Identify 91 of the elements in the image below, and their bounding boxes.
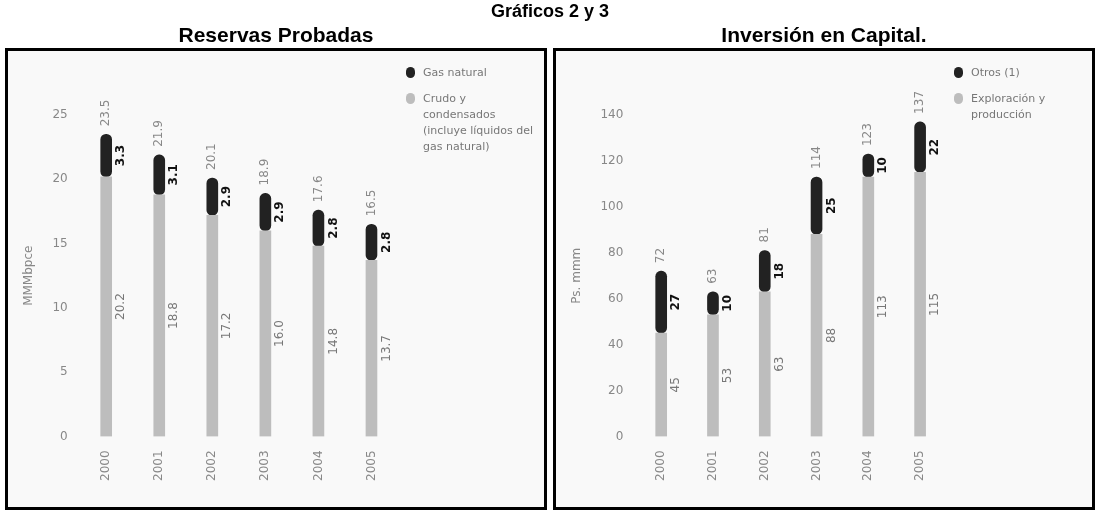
data-label: 10 (720, 294, 735, 312)
bar (810, 234, 823, 437)
data-label: 63 (771, 356, 786, 372)
total-label: 72 (653, 247, 668, 264)
bar (810, 176, 823, 235)
total-label: 81 (756, 227, 771, 243)
data-label: 10 (875, 157, 890, 174)
bar (365, 259, 378, 437)
data-label: 14.8 (325, 327, 340, 355)
y-tick-label: 40 (608, 336, 624, 351)
legend-label: Crudo y condensados (incluye líquidos del gas natural) (423, 91, 535, 155)
y-tick-label: 0 (60, 428, 68, 443)
data-label: 2.9 (219, 186, 234, 208)
data-label: 3.1 (166, 164, 181, 186)
data-label: 17.2 (219, 312, 234, 340)
y-tick-label: 100 (600, 198, 624, 213)
y-axis-title: MMMbpce (21, 245, 36, 306)
total-label: 137 (912, 90, 927, 114)
x-tick-label: 2002 (204, 450, 219, 482)
bar (655, 270, 668, 334)
x-tick-label: 2002 (756, 450, 771, 482)
data-label: 18.8 (166, 302, 181, 329)
text: Gráficos 2 y 3 (489, 0, 611, 22)
y-tick-label: 60 (608, 290, 624, 305)
bar (914, 172, 926, 437)
data-label: 113 (875, 295, 890, 319)
data-label: 18 (771, 262, 786, 280)
data-label: 2.8 (378, 231, 393, 253)
data-label: 25 (823, 197, 838, 215)
bar (707, 314, 719, 437)
data-label: 53 (720, 367, 735, 384)
x-tick-label: 2003 (257, 450, 272, 482)
bar (153, 194, 166, 437)
y-tick-label: 80 (608, 244, 624, 259)
y-tick-label: 140 (600, 107, 624, 122)
total-label: 16.5 (363, 189, 378, 217)
data-label: 13.7 (378, 335, 393, 362)
x-tick-label: 2005 (912, 450, 927, 482)
y-tick-label: 20 (608, 382, 624, 397)
bar (153, 154, 166, 196)
legend-label: Exploración y producción (971, 91, 1047, 123)
bar (914, 121, 926, 173)
y-axis-title: Ps. mmm (569, 247, 584, 304)
total-label: 20.1 (204, 143, 219, 171)
data-label: 20.2 (113, 293, 128, 320)
data-label: 2.9 (272, 201, 287, 223)
x-tick-label: 2005 (363, 450, 378, 482)
data-label: 16.0 (272, 320, 287, 347)
y-tick-label: 10 (52, 300, 68, 314)
data-label: 88 (823, 327, 838, 344)
x-tick-label: 2004 (860, 450, 875, 482)
bar (259, 230, 272, 437)
total-label: 114 (808, 146, 823, 169)
bar (312, 245, 325, 437)
total-label: 63 (705, 268, 720, 284)
bar (259, 193, 272, 232)
data-label: 2.8 (325, 217, 340, 239)
data-label: 45 (668, 377, 683, 393)
data-label: 22 (927, 138, 942, 156)
y-tick-label: 120 (600, 153, 624, 168)
data-label: 27 (668, 293, 683, 311)
bar (862, 176, 875, 437)
total-label: 18.9 (257, 158, 272, 186)
bar (758, 291, 771, 437)
data-label: 115 (927, 292, 942, 316)
bar (100, 133, 113, 178)
y-tick-label: 0 (615, 428, 624, 443)
chart-title: Inversión en Capital. (721, 22, 927, 48)
x-tick-label: 2001 (705, 450, 720, 482)
y-tick-label: 5 (60, 364, 68, 379)
x-tick-label: 2003 (808, 450, 823, 482)
legend-label: Gas natural (423, 65, 487, 81)
total-label: 23.5 (98, 99, 113, 127)
bar (100, 176, 113, 437)
x-tick-label: 2001 (151, 450, 166, 482)
chart-title: Reservas Probadas (178, 22, 374, 48)
x-tick-label: 2000 (653, 450, 668, 482)
bar (655, 332, 668, 437)
legend-label: Otros (1) (971, 65, 1020, 81)
bar (206, 214, 219, 437)
bar (758, 250, 771, 293)
y-tick-label: 20 (52, 171, 68, 186)
bar (206, 177, 219, 216)
x-tick-label: 2004 (310, 450, 325, 482)
total-label: 123 (860, 123, 875, 147)
total-label: 21.9 (151, 120, 166, 147)
total-label: 17.6 (310, 175, 325, 203)
y-tick-label: 15 (52, 235, 68, 250)
y-tick-label: 25 (52, 107, 68, 122)
x-tick-label: 2000 (98, 450, 113, 482)
data-label: 3.3 (113, 144, 128, 167)
